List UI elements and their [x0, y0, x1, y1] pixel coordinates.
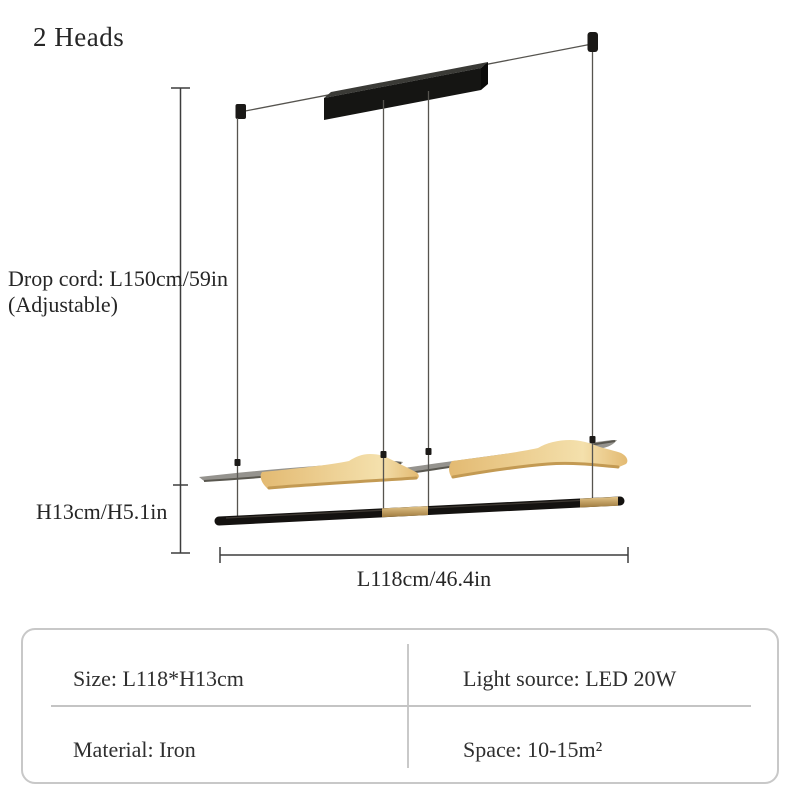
- ceiling-bar-top-face: [324, 62, 488, 98]
- lamp-head-left: [199, 454, 419, 490]
- wire-bead-1: [234, 459, 241, 466]
- lamp-head-right-gold-shade-edge: [451, 461, 620, 479]
- spec-table: Size: L118*H13cm Light source: LED 20W M…: [21, 628, 779, 784]
- table-row-divider: [51, 705, 751, 707]
- wire-bead-3: [425, 448, 432, 455]
- drop-height-dimension-line: [171, 87, 190, 554]
- ceiling-mount-left: [235, 104, 246, 119]
- lamp-head-right: [397, 440, 628, 479]
- light-tube: [214, 496, 625, 526]
- length-dimension-line: [219, 547, 629, 563]
- wire-bead-2: [380, 451, 387, 458]
- ceiling-bar: [324, 62, 488, 120]
- ceiling-bar-front-face: [324, 68, 481, 120]
- length-label: L118cm/46.4in: [356, 566, 492, 591]
- variant-title: 2 Heads: [33, 22, 125, 52]
- drop-cord-label-line1: Drop cord: L150cm/59in: [8, 266, 228, 291]
- spec-material: Material: Iron: [73, 737, 196, 762]
- drop-cord-label-line2: (Adjustable): [8, 292, 118, 317]
- lamp-head-left-gold-shade-edge: [267, 476, 418, 490]
- drop-cord-label: Drop cord: L150cm/59in (Adjustable): [8, 266, 228, 318]
- spec-size: Size: L118*H13cm: [73, 666, 244, 691]
- ceiling-canopy-right: [587, 32, 598, 52]
- spec-space: Space: 10-15m²: [463, 737, 603, 762]
- ceiling-bar-side-face: [481, 62, 488, 90]
- wire-bead-4: [589, 436, 596, 443]
- brass-sleeve-2: [580, 496, 618, 508]
- spec-light-source: Light source: LED 20W: [463, 666, 677, 691]
- height-label: H13cm/H5.1in: [36, 499, 168, 524]
- lamp-head-right-gold-shade: [449, 440, 628, 478]
- brass-sleeve-1: [382, 506, 428, 518]
